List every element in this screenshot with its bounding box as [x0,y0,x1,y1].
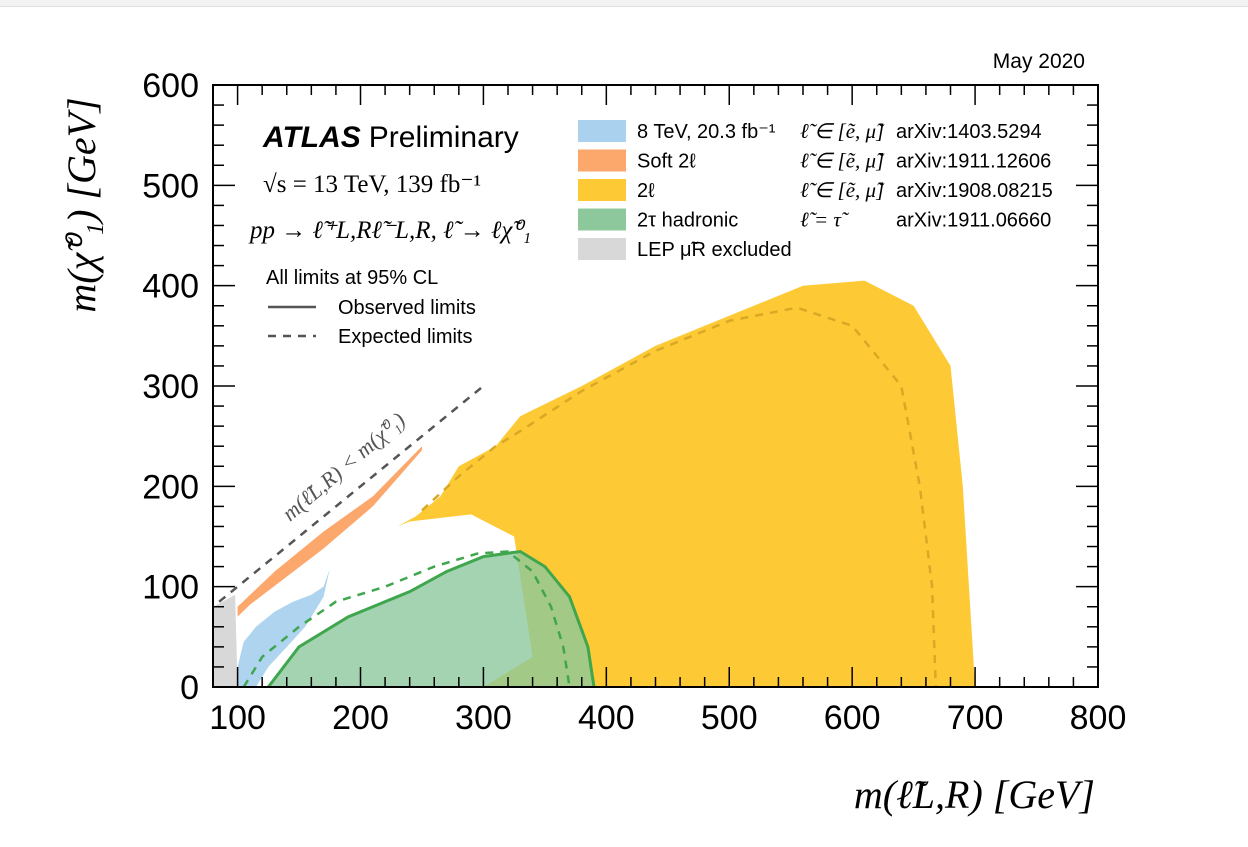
x-tick-label: 600 [824,699,881,737]
region-4 [213,594,238,687]
x-axis-title: m(ℓ̃L,R) [GeV] [854,772,1095,817]
observed-legend-label: Observed limits [338,297,476,319]
x-tick-label: 400 [578,699,635,737]
legend-name-1: Soft 2ℓ [637,151,696,173]
y-axis-title: m(χ̃⁰₁) [GeV] [59,97,104,312]
legend-swatch-3 [578,208,626,231]
legend-flavour-3: ℓ̃ = τ̃ [800,208,850,232]
x-tick-label: 500 [701,699,758,737]
legend-flavour-0: ℓ̃ ∈ [ẽ, μ̃] [800,119,885,143]
legend-ref-0: arXiv:1403.5294 [896,121,1042,143]
observed-line-tau [267,549,596,688]
diagonal-label: m(ℓ̃L,R) < m(χ̃⁰₁) [277,407,410,526]
legend-ref-2: arXiv:1908.08215 [896,180,1053,202]
cl-note: All limits at 95% CL [266,267,438,289]
y-tick-label: 600 [142,67,199,105]
region-3 [268,551,594,687]
process-label: pp → ℓ̃⁺L,Rℓ̃⁻L,R, ℓ̃ → ℓχ̃⁰₁ [248,217,531,244]
expected-legend-label: Expected limits [338,326,473,348]
y-tick-label: 500 [142,167,199,205]
x-tick-label: 300 [455,699,512,737]
legend-flavour-1: ℓ̃ ∈ [ẽ, μ̃] [800,149,885,173]
experiment-label: ATLAS Preliminary [262,121,519,154]
legend-ref-3: arXiv:1911.06660 [896,210,1051,232]
y-tick-label: 100 [142,569,199,607]
window-top-bar [0,0,1248,7]
legend-swatch-2 [578,179,626,201]
kinematic-diagonal [218,385,485,603]
y-tick-label: 300 [142,368,199,406]
x-tick-label: 800 [1070,699,1127,737]
legend-name-0: 8 TeV, 20.3 fb⁻¹ [637,121,776,143]
energy-lumi-label: √s = 13 TeV, 139 fb⁻¹ [263,171,481,198]
y-tick-label: 400 [142,268,199,306]
legend-swatch-4 [578,238,626,260]
x-tick-label: 100 [209,699,266,737]
x-tick-label: 200 [332,699,389,737]
legend-name-4: LEP μ̃R excluded [637,239,792,261]
legend-swatch-1 [578,149,626,172]
y-tick-label: 200 [142,468,199,506]
expected-line-2l [421,306,938,688]
legend-flavour-2: ℓ̃ ∈ [ẽ, μ̃] [800,178,885,202]
legend-swatch-0 [578,120,626,142]
legend-name-2: 2ℓ [637,180,655,202]
atlas-name: ATLAS [262,121,361,154]
x-tick-label: 700 [947,699,1004,737]
y-tick-label: 0 [180,669,199,707]
date-label: May 2020 [993,50,1085,73]
status-label: Preliminary [369,121,519,154]
legend-ref-1: arXiv:1911.12606 [896,151,1051,173]
legend-name-3: 2τ hadronic [637,210,738,232]
legend: 8 TeV, 20.3 fb⁻¹ ℓ̃ ∈ [ẽ, μ̃] arXiv:1403.5… [578,119,1053,261]
region-1 [237,446,422,617]
